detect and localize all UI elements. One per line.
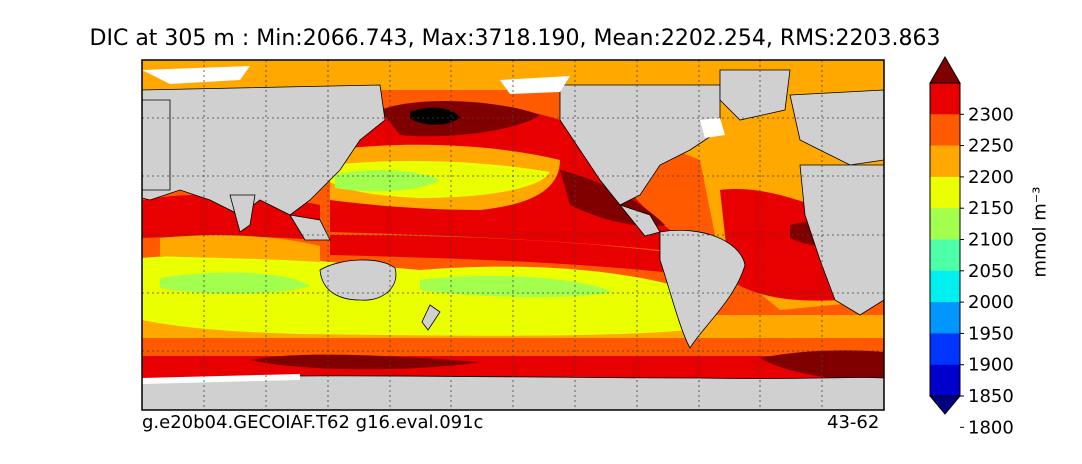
colorbar-swatch: [930, 364, 960, 397]
colorbar-tick-label: 1850: [968, 386, 1014, 407]
south-orange-band: [142, 338, 884, 358]
colorbar-swatch: [930, 208, 960, 240]
colorbar-tick-label: 2200: [968, 167, 1014, 188]
npacific-max: [410, 107, 460, 125]
colorbar: 2300 2250 2200 2150 2100 2050 2000 1950 1900 1850…: [928, 55, 1014, 438]
colorbar-tick-label: 2000: [968, 292, 1014, 313]
land: [142, 69, 884, 410]
colorbar-tick-label: 1800: [968, 417, 1014, 438]
colorbar-tick-label: 2300: [968, 104, 1014, 125]
south-yellow-band: [142, 255, 690, 336]
colorbar-tick-label: 2100: [968, 230, 1014, 251]
graticule: [142, 60, 884, 410]
map-frame: [141, 59, 885, 411]
colorbar-swatch: [930, 333, 960, 366]
footer-years: 43-62: [827, 412, 880, 433]
colorbar-swatch: [930, 145, 960, 178]
colorbar-tick-label: 2250: [968, 136, 1014, 157]
colorbar-swatch: [930, 302, 960, 334]
pacific-south-green: [420, 276, 612, 298]
colorbar-tick-label: 2050: [968, 261, 1014, 282]
colorbar-swatch: [930, 83, 960, 115]
colorbar-swatch: [930, 239, 960, 272]
map-title: DIC at 305 m : Min:2066.743, Max:3718.19…: [89, 26, 941, 51]
colorbar-extend-high: [929, 55, 961, 84]
colorbar-swatch: [930, 176, 960, 209]
colorbar-swatch: [930, 114, 960, 147]
indian-green: [160, 272, 310, 294]
colorbar-unit-label: mmol m⁻³: [1029, 186, 1051, 278]
footer-run-name: g.e20b04.GECOIAF.T62 g16.eval.091c: [142, 412, 484, 433]
colorbar-swatch: [930, 270, 960, 303]
indian-amber: [160, 235, 320, 262]
map-field: [142, 60, 884, 410]
colorbar-tick-label: 1950: [968, 323, 1014, 344]
colorbar-extend-low: [928, 395, 962, 415]
npacific-green: [335, 169, 440, 192]
colorbar-tick-label: 2150: [968, 198, 1014, 219]
south-deep-1: [250, 354, 480, 370]
eq-pacific-red: [330, 235, 690, 275]
sea-ice: [142, 66, 725, 384]
colorbar-tick-label: 1900: [968, 355, 1014, 376]
